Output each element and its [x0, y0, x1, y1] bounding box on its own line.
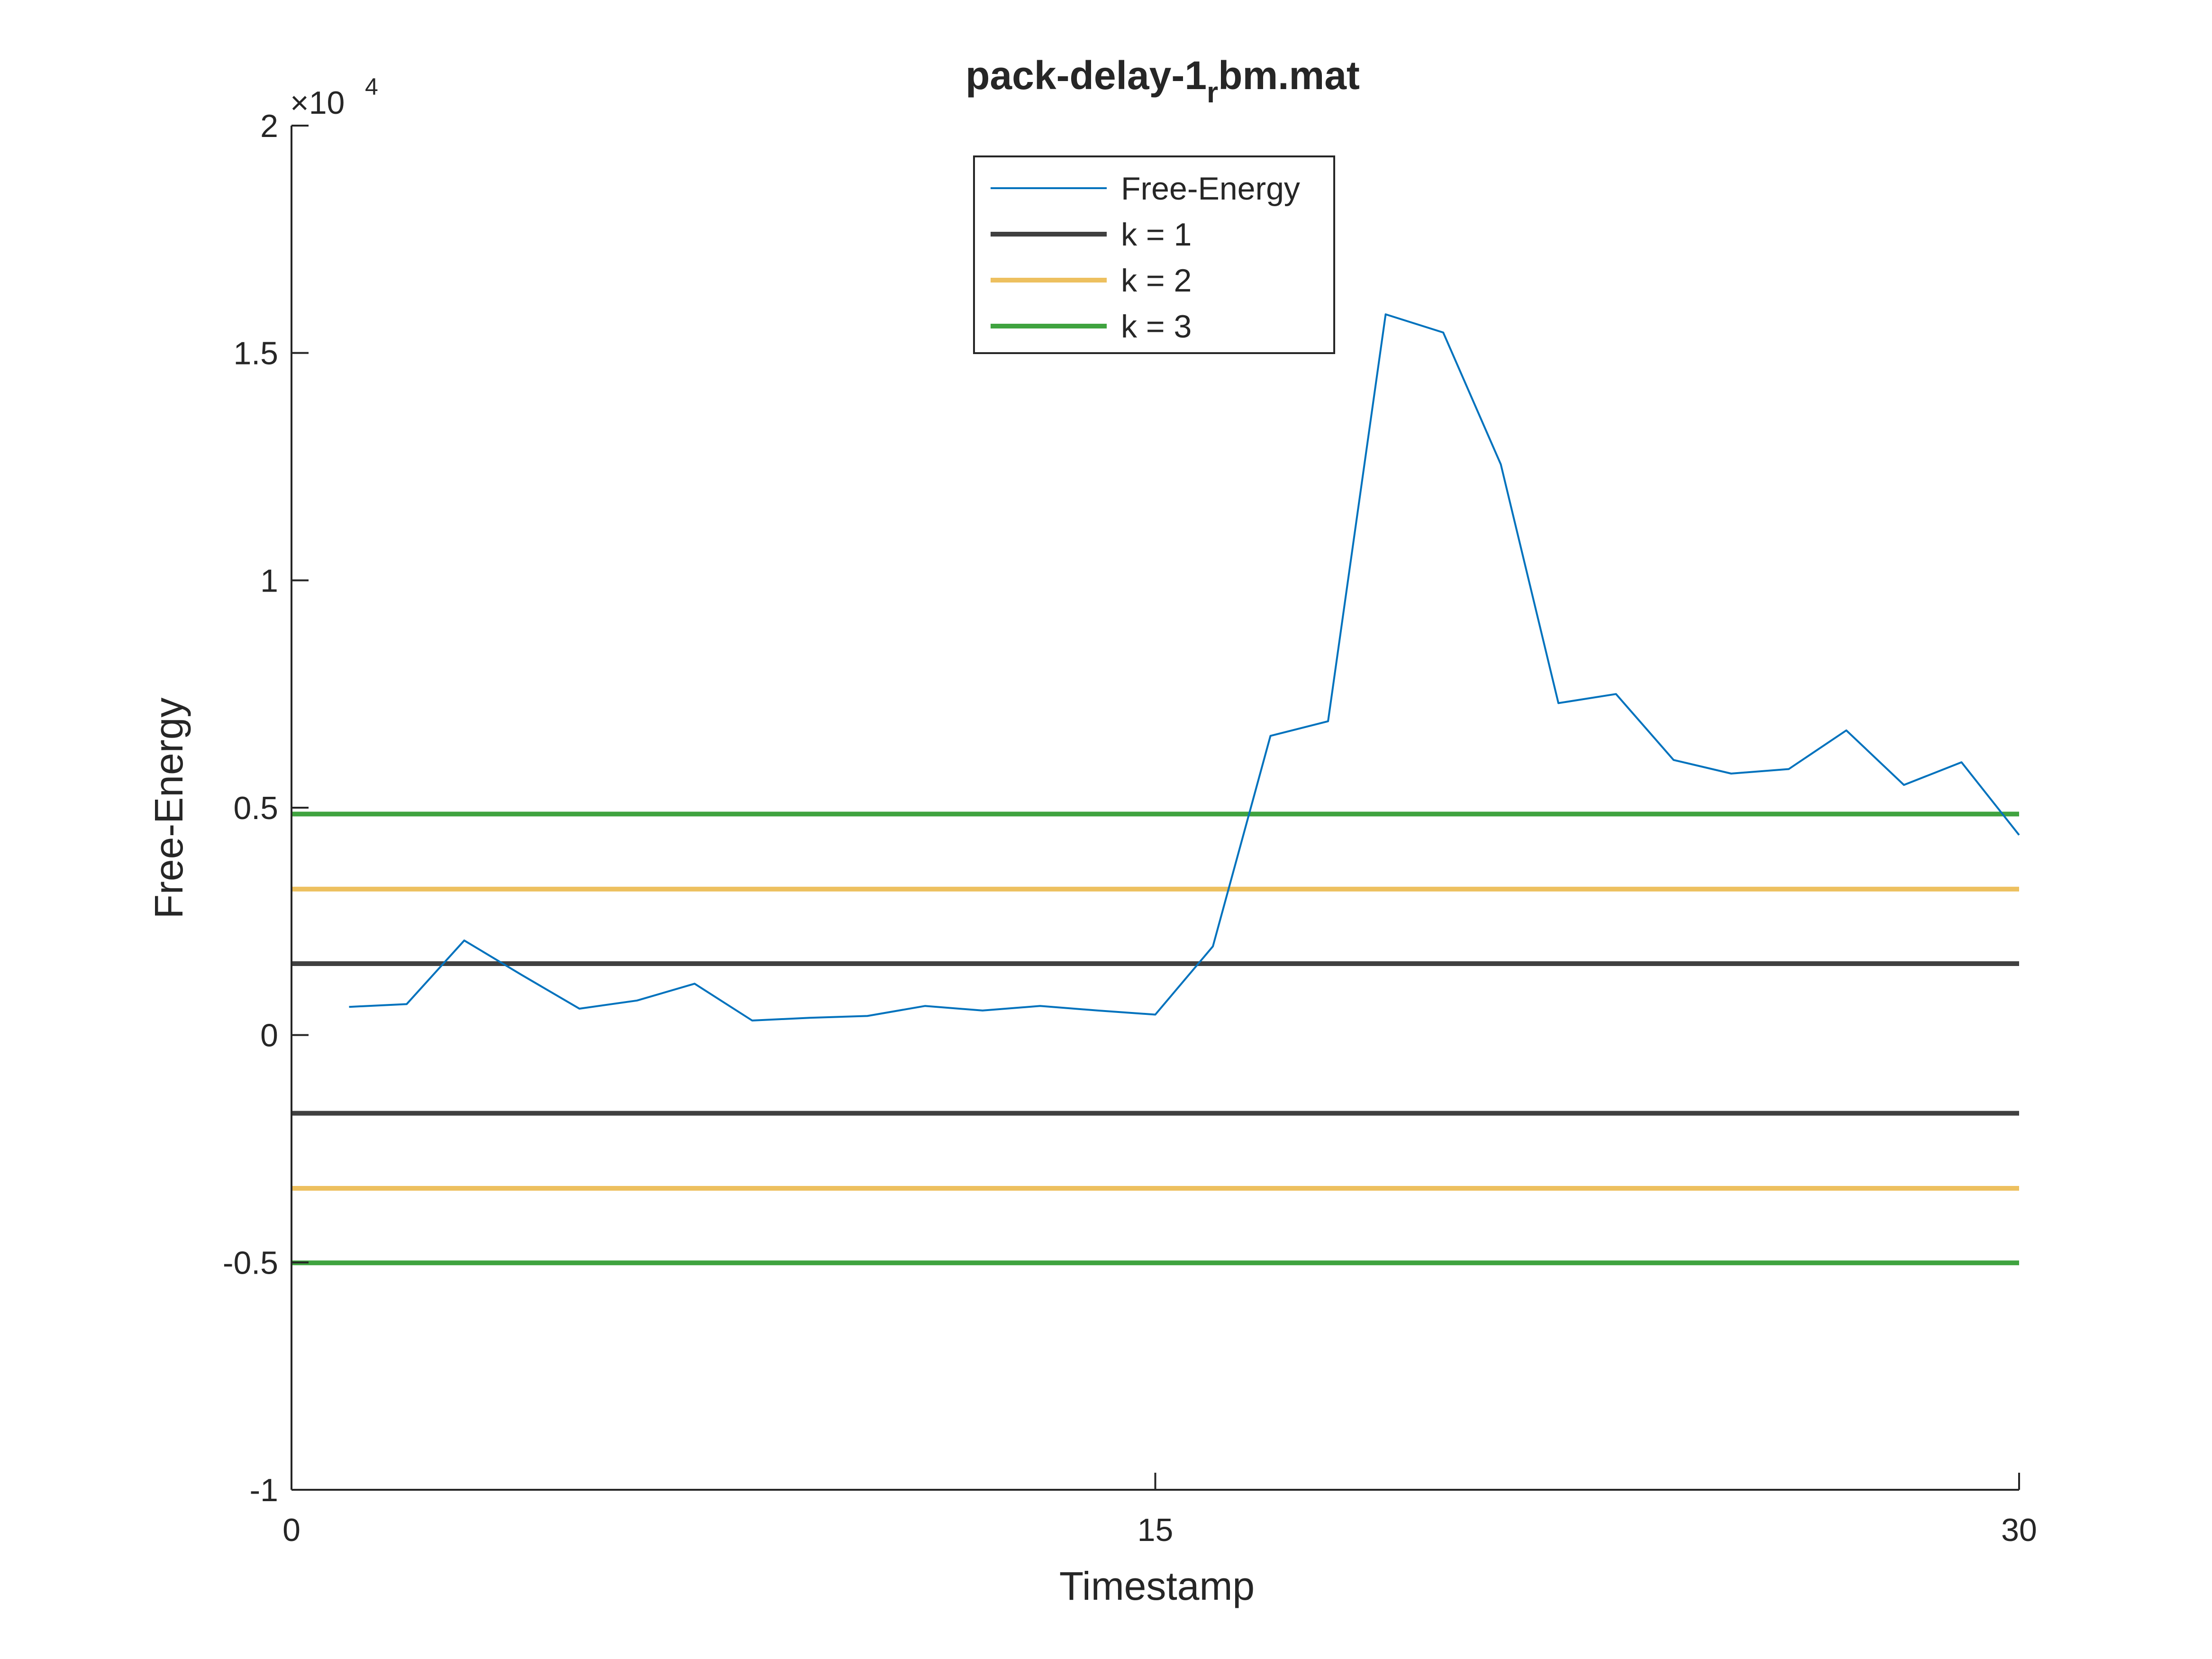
legend-label-k-1: k = 1	[1121, 217, 1192, 253]
series-line-free-energy	[349, 313, 2020, 1021]
chart-title: pack-delay-1rbm.mat	[965, 53, 1360, 109]
legend-label-k-3: k = 3	[1121, 309, 1192, 345]
y-tick-label: 1	[260, 563, 278, 599]
x-axis-label: Timestamp	[1059, 1564, 1255, 1608]
legend-box	[973, 155, 1335, 354]
y-tick-label: -0.5	[223, 1245, 278, 1281]
legend-label-free-energy: Free-Energy	[1121, 171, 1300, 207]
y-tick-label: 2	[260, 108, 278, 144]
x-tick-label: 0	[282, 1512, 300, 1548]
free-energy-series	[349, 313, 2020, 1021]
threshold-lines	[291, 811, 2019, 1266]
y-axis-exponent: ×10 4	[290, 73, 378, 121]
y-tick-label: 1.5	[233, 336, 278, 372]
y-axis-label: Free-Energy	[146, 698, 191, 919]
y-tick-label: 0	[260, 1018, 278, 1054]
y-tick-label: -1	[250, 1472, 278, 1508]
x-tick-label: 15	[1138, 1512, 1174, 1548]
y-axis-exponent-base: ×10	[290, 85, 345, 121]
y-axis-exponent-power: 4	[365, 73, 378, 100]
x-tick-label: 30	[2001, 1512, 2037, 1548]
legend-label-k-2: k = 2	[1121, 263, 1192, 299]
x-axis-ticks: 0 15 30	[282, 1473, 2037, 1548]
y-tick-label: 0.5	[233, 790, 278, 826]
y-axis-ticks: -1 -0.5 0 0.5 1 1.5 2	[223, 108, 309, 1508]
chart-title-tail: bm.mat	[1218, 53, 1360, 98]
chart-title-subscript: r	[1207, 76, 1218, 109]
chart-title-main: pack-delay-1	[965, 53, 1207, 98]
legend: Free-Energy k = 1 k = 2 k = 3	[973, 155, 1335, 354]
